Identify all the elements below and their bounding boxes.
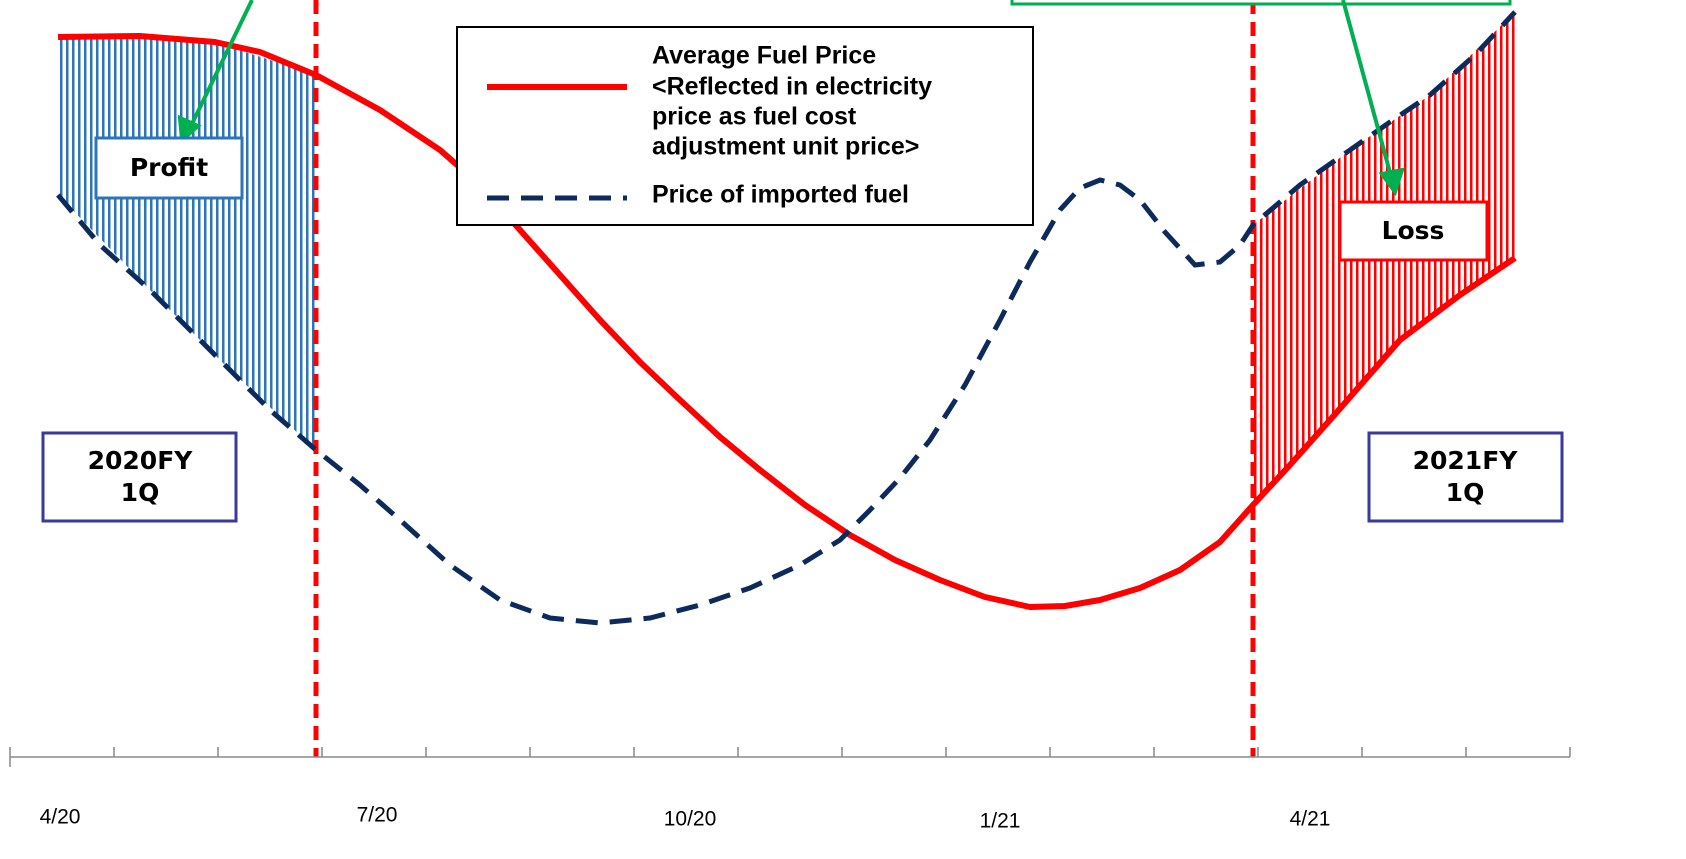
x-label: 10/20 (664, 808, 717, 831)
loss-label: Loss (1382, 216, 1445, 245)
legend-label: price as fuel cost (652, 103, 857, 131)
x-label: 4/20 (40, 806, 81, 829)
loss-box (1338, 200, 1489, 262)
average-fuel-price-line (57, 33, 1517, 610)
arrows (177, 0, 1405, 197)
period-box (1367, 431, 1564, 523)
profit-box (94, 136, 244, 200)
period-box (41, 431, 238, 523)
period-label: 1Q (121, 478, 160, 507)
imported-fuel-price-line (56, 10, 1517, 626)
legend-label: <Reflected in electricity (652, 73, 932, 101)
period-label: 2021FY (1413, 446, 1519, 475)
x-label: 4/21 (1290, 808, 1331, 831)
profit-label: Profit (130, 153, 208, 182)
x-label: 7/20 (357, 804, 398, 827)
x-ticks (9, 747, 1571, 767)
legend-label: Price of imported fuel (652, 181, 909, 209)
legend-label: Average Fuel Price (652, 42, 876, 70)
period-label: 1Q (1446, 478, 1485, 507)
x-label: 1/21 (980, 810, 1021, 833)
legend-label: adjustment unit price> (652, 133, 919, 161)
legend (456, 26, 1034, 226)
period-label: 2020FY (88, 446, 194, 475)
profit-area (58, 36, 316, 450)
green-box (1010, 0, 1512, 6)
